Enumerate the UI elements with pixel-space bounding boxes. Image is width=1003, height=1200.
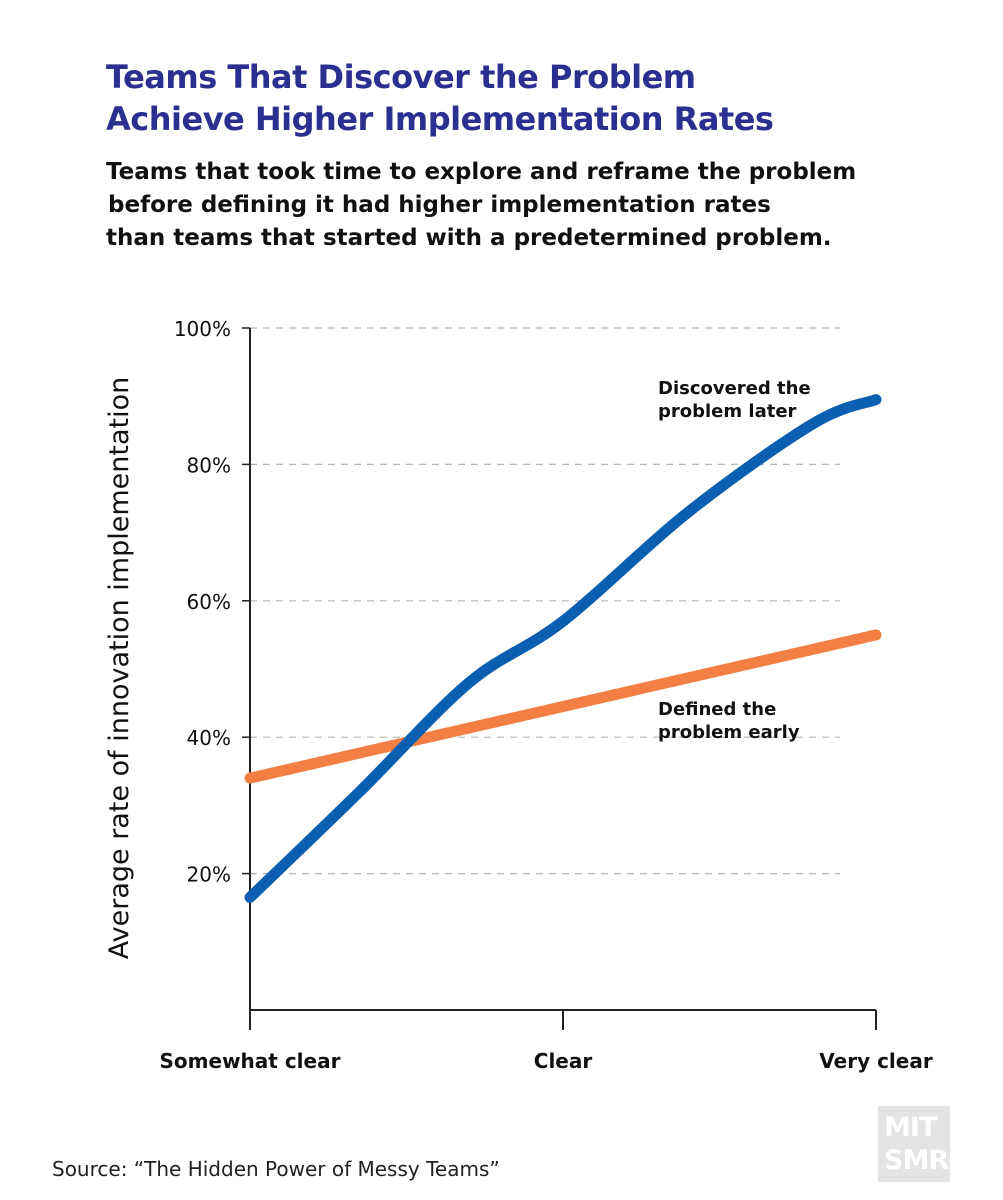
y-tick-label: 60% <box>187 590 231 614</box>
source-note: Source: “The Hidden Power of Messy Teams… <box>52 1157 500 1181</box>
y-tick-label: 20% <box>187 863 231 887</box>
subtitle-line-2: before defining it had higher implementa… <box>108 192 771 218</box>
x-tick-label: Somewhat clear <box>160 1049 341 1073</box>
series-label-line-2: problem later <box>658 401 797 422</box>
logo-line-2: SMR <box>884 1145 949 1176</box>
subtitle-line-1: Teams that took time to explore and refr… <box>106 159 857 185</box>
series-line-defined-the-problem-early <box>244 629 882 784</box>
axes <box>249 328 876 1011</box>
title-line-1: Teams That Discover the Problem <box>106 58 696 96</box>
chart-title: Teams That Discover the Problem Achieve … <box>106 56 966 140</box>
x-tick-label: Clear <box>534 1049 593 1073</box>
chart-subtitle: Teams that took time to explore and refr… <box>106 156 986 255</box>
series-lines <box>244 394 882 903</box>
series-label-line-1: Defined the <box>658 699 776 720</box>
title-line-2: Achieve Higher Implementation Rates <box>106 100 774 138</box>
x-tick-label: Very clear <box>819 1049 933 1073</box>
y-tick-label: 40% <box>187 726 231 750</box>
y-tick-label: 100% <box>174 317 231 341</box>
series-line-discovered-the-problem-later <box>244 394 882 903</box>
y-axis-label: Average rate of innovation implementatio… <box>104 377 135 960</box>
series-label-line-2: problem early <box>658 722 800 743</box>
grid-lines <box>242 327 840 875</box>
logo-line-1: MIT <box>884 1112 937 1143</box>
mit-smr-logo: MIT SMR <box>878 1106 950 1182</box>
y-tick-label: 80% <box>187 453 231 477</box>
series-label-line-1: Discovered the <box>658 378 811 399</box>
x-tick-labels: Somewhat clear Clear Very clear <box>160 1010 933 1073</box>
y-tick-labels: 20% 40% 60% 80% 100% <box>174 317 231 887</box>
subtitle-line-3: than teams that started with a predeterm… <box>106 225 832 251</box>
